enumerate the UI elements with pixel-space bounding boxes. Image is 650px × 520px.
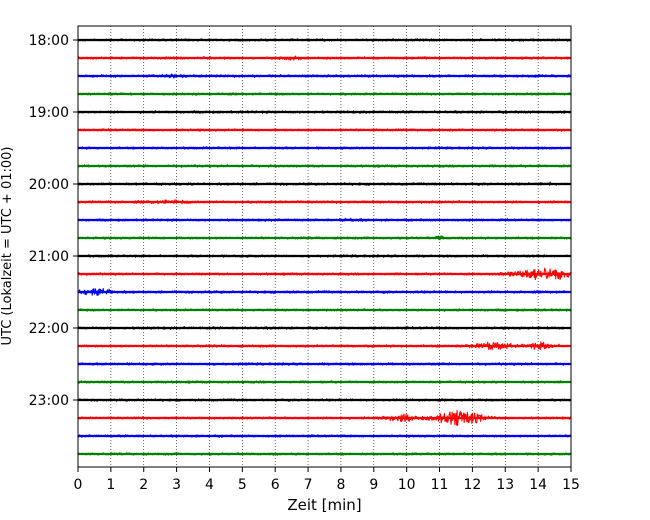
- x-tick-label-4: 4: [205, 477, 214, 493]
- y-tick-label-2000: 20:00: [29, 177, 69, 193]
- y-axis-ticks: 18:00 19:00 20:00 21:00 22:00 23:00: [29, 33, 78, 409]
- y-tick-label-2300: 23:00: [29, 393, 69, 409]
- x-tick-label-8: 8: [336, 477, 345, 493]
- x-axis-ticks: 0 1 2 3 4 5 6 7 8 9 10 11 12 13 14 15: [74, 467, 580, 493]
- x-tick-label-3: 3: [172, 477, 181, 493]
- y-tick-label-2200: 22:00: [29, 321, 69, 337]
- seismic-traces: [77, 38, 572, 456]
- x-tick-label-14: 14: [529, 477, 547, 493]
- x-tick-label-0: 0: [74, 477, 83, 493]
- x-tick-label-13: 13: [496, 477, 514, 493]
- y-tick-label-1900: 19:00: [29, 105, 69, 121]
- x-axis-label: Zeit [min]: [287, 496, 361, 514]
- y-tick-label-1800: 18:00: [29, 33, 69, 49]
- x-tick-label-11: 11: [431, 477, 449, 493]
- x-tick-label-15: 15: [562, 477, 580, 493]
- x-tick-label-2: 2: [139, 477, 148, 493]
- x-tick-label-7: 7: [304, 477, 313, 493]
- y-tick-label-2100: 21:00: [29, 249, 69, 265]
- x-tick-label-1: 1: [106, 477, 115, 493]
- plot-frame: [77, 25, 572, 468]
- x-tick-label-5: 5: [238, 477, 247, 493]
- x-tick-label-6: 6: [271, 477, 280, 493]
- x-tick-label-10: 10: [398, 477, 416, 493]
- x-tick-label-12: 12: [463, 477, 481, 493]
- y-axis-label: UTC (Lokalzeit = UTC + 01:00): [0, 147, 15, 346]
- x-tick-label-9: 9: [369, 477, 378, 493]
